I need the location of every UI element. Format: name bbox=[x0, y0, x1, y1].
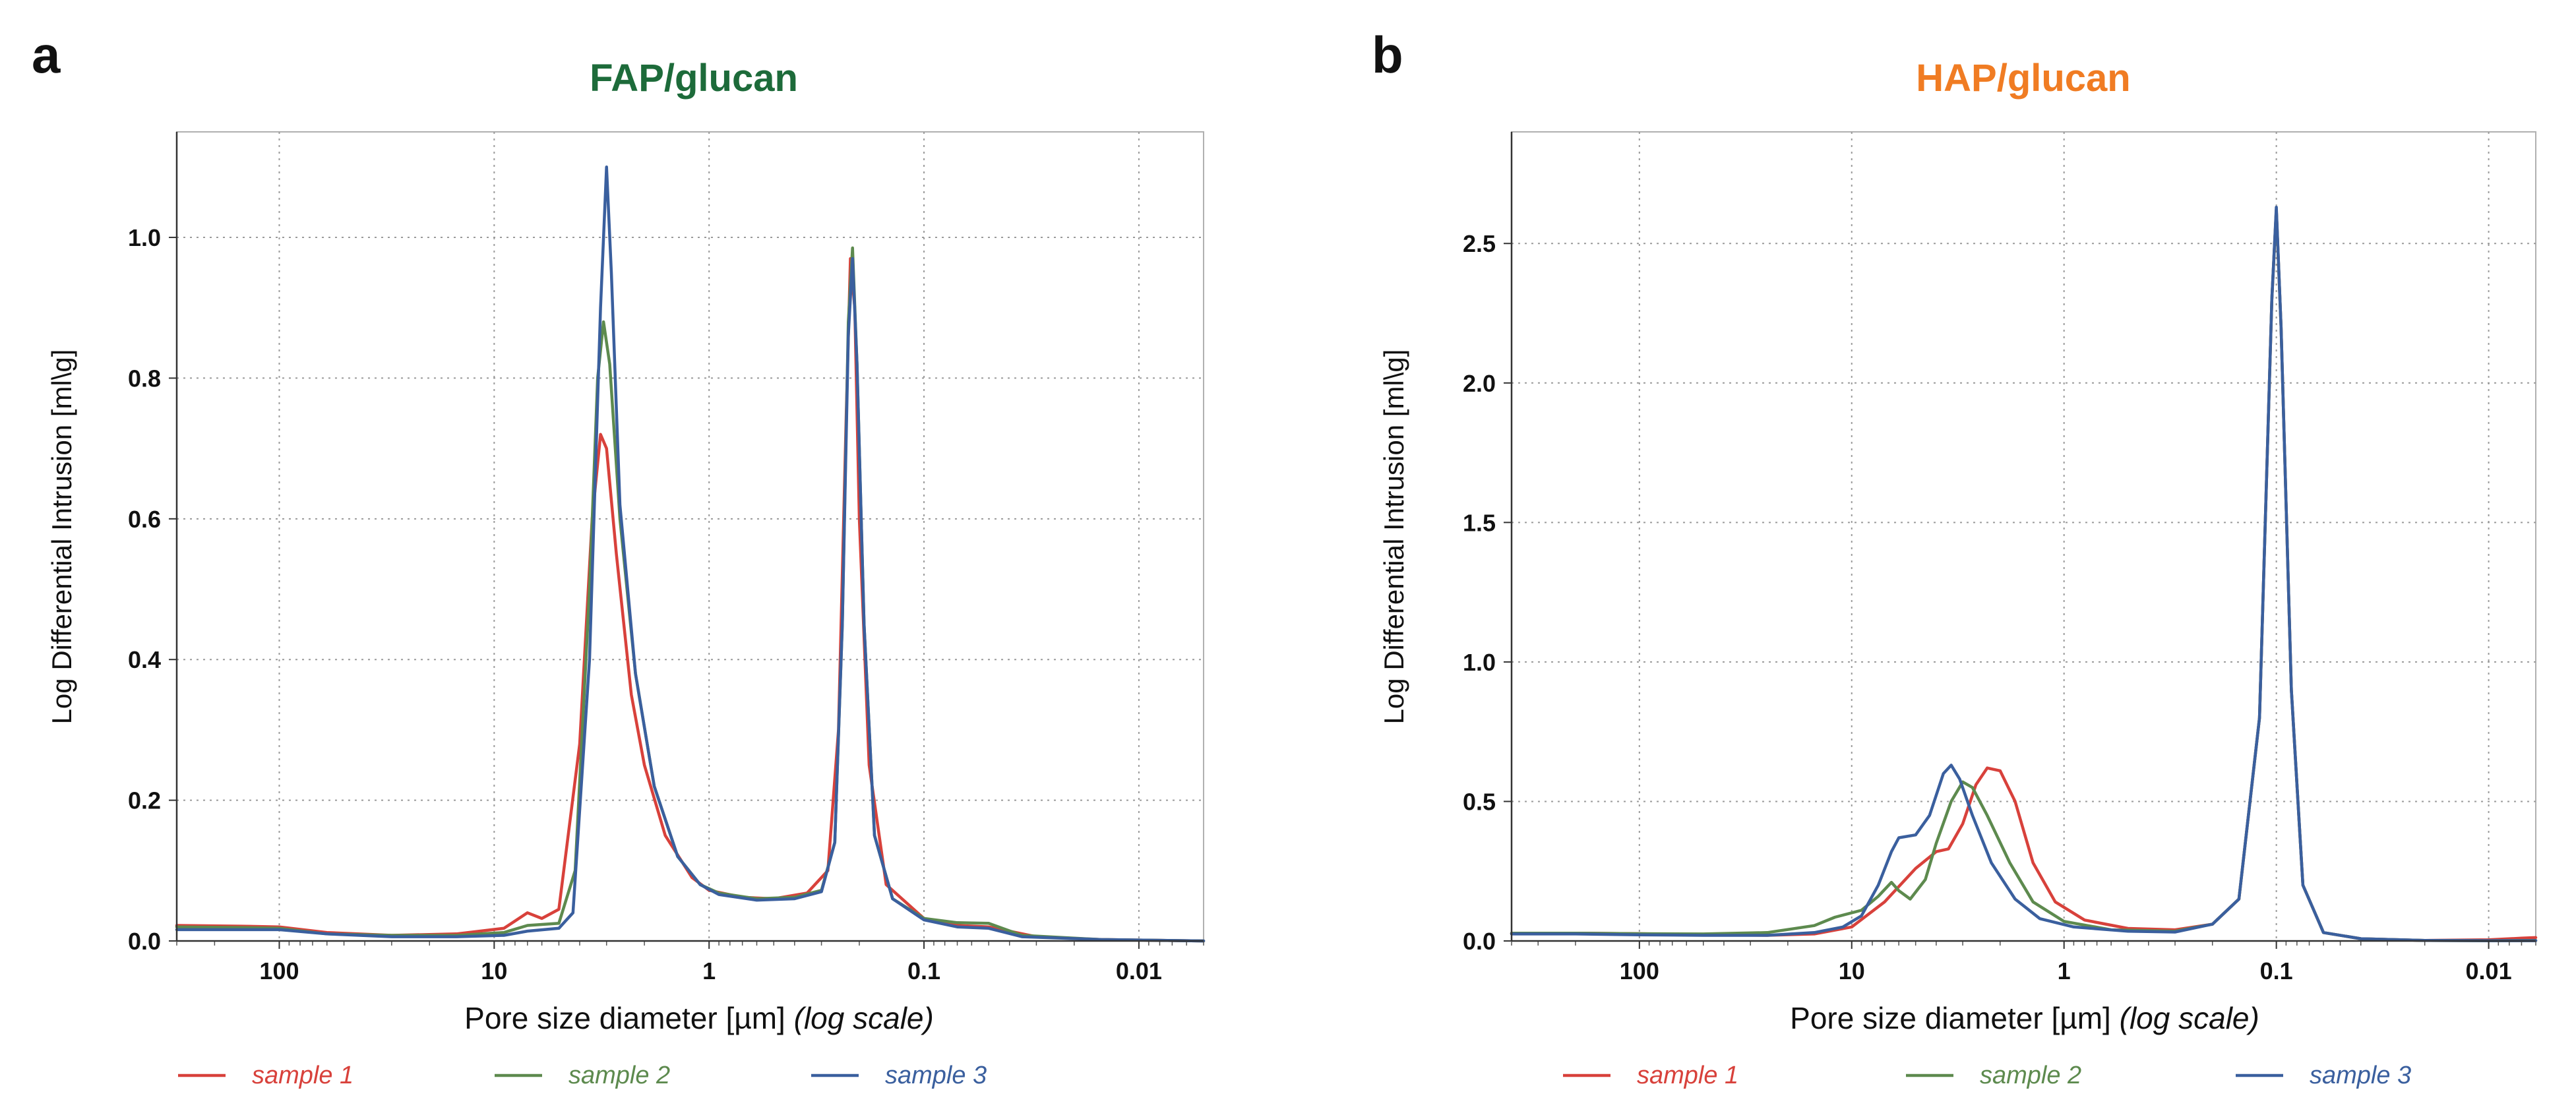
panel-a: a FAP/glucan 0.0 0.2 0.4 0.6 0.8 1.0 100 10 1 0.… bbox=[32, 26, 1206, 1089]
x-tick-label: 1 bbox=[2058, 957, 2071, 984]
legend-label: sample 1 bbox=[1637, 1062, 1738, 1089]
x-axis-label-main: Pore size diameter [µm] bbox=[1790, 1001, 2111, 1035]
series-group bbox=[175, 166, 1206, 943]
x-tick-label: 10 bbox=[1839, 957, 1865, 984]
x-tick-label: 10 bbox=[481, 957, 507, 984]
y-tick-label: 0.2 bbox=[128, 787, 161, 814]
y-tick-label: 0.0 bbox=[1463, 928, 1496, 955]
legend: sample 1 sample 2 sample 3 bbox=[178, 1062, 987, 1089]
y-axis-ticks: 0.0 0.2 0.4 0.6 0.8 1.0 bbox=[128, 132, 178, 955]
y-tick-label: 0.8 bbox=[128, 365, 161, 392]
chart-title: FAP/glucan bbox=[590, 57, 798, 100]
chart-title: HAP/glucan bbox=[1916, 57, 2131, 100]
y-tick-label: 1.0 bbox=[1463, 649, 1496, 676]
panel-letter: a bbox=[32, 26, 61, 84]
series-line-sample-1 bbox=[175, 257, 1206, 943]
y-axis-ticks: 0.0 0.5 1.0 1.5 2.0 2.5 bbox=[1463, 132, 1513, 955]
series-line-sample-3 bbox=[1510, 205, 2538, 942]
y-tick-label: 1.0 bbox=[128, 224, 161, 251]
x-tick-label: 100 bbox=[259, 957, 299, 984]
y-tick-label: 0.5 bbox=[1463, 788, 1496, 815]
panel-b: b HAP/glucan 0.0 0.5 1.0 1.5 2.0 2.5 100 10 1 0.… bbox=[1372, 26, 2538, 1089]
x-axis-label-suffix: (log scale) bbox=[2120, 1001, 2259, 1035]
series-line-sample-2 bbox=[175, 246, 1206, 943]
legend-label: sample 2 bbox=[568, 1062, 670, 1089]
x-axis-label: Pore size diameter [µm] (log scale) bbox=[464, 1001, 934, 1035]
plot-frame bbox=[176, 131, 1204, 942]
y-tick-label: 0.6 bbox=[128, 506, 161, 533]
series-line-sample-3 bbox=[175, 166, 1206, 943]
legend-label: sample 1 bbox=[252, 1062, 353, 1089]
plot-frame bbox=[1511, 131, 2536, 942]
x-axis-ticks: 100 10 1 0.1 0.01 bbox=[1511, 940, 2536, 984]
series-line-sample-1 bbox=[1510, 208, 2538, 942]
y-tick-label: 1.5 bbox=[1463, 509, 1496, 536]
y-axis-label: Log Differential Intrusion [ml\g] bbox=[46, 349, 77, 725]
legend: sample 1 sample 2 sample 3 bbox=[1563, 1062, 2411, 1089]
x-tick-label: 0.1 bbox=[907, 957, 940, 984]
x-tick-label: 0.01 bbox=[2466, 957, 2512, 984]
series-group bbox=[1510, 205, 2538, 942]
y-tick-label: 0.4 bbox=[128, 646, 161, 673]
legend-label: sample 3 bbox=[885, 1062, 987, 1089]
grid bbox=[1512, 132, 2536, 941]
x-axis-label-main: Pore size diameter [µm] bbox=[464, 1001, 785, 1035]
y-tick-label: 0.0 bbox=[128, 928, 161, 955]
x-axis-label-suffix: (log scale) bbox=[794, 1001, 934, 1035]
y-tick-label: 2.0 bbox=[1463, 370, 1496, 397]
x-tick-label: 100 bbox=[1620, 957, 1659, 984]
x-tick-label: 0.1 bbox=[2260, 957, 2293, 984]
y-axis-label: Log Differential Intrusion [ml\g] bbox=[1378, 349, 1409, 725]
x-axis-ticks: 100 10 1 0.1 0.01 bbox=[176, 940, 1204, 984]
x-tick-label: 1 bbox=[702, 957, 716, 984]
x-axis-label: Pore size diameter [µm] (log scale) bbox=[1790, 1001, 2259, 1035]
legend-label: sample 2 bbox=[1980, 1062, 2081, 1089]
x-tick-label: 0.01 bbox=[1116, 957, 1162, 984]
y-tick-label: 2.5 bbox=[1463, 230, 1496, 257]
legend-label: sample 3 bbox=[2310, 1062, 2411, 1089]
grid bbox=[177, 132, 1204, 941]
panel-letter: b bbox=[1372, 26, 1403, 84]
